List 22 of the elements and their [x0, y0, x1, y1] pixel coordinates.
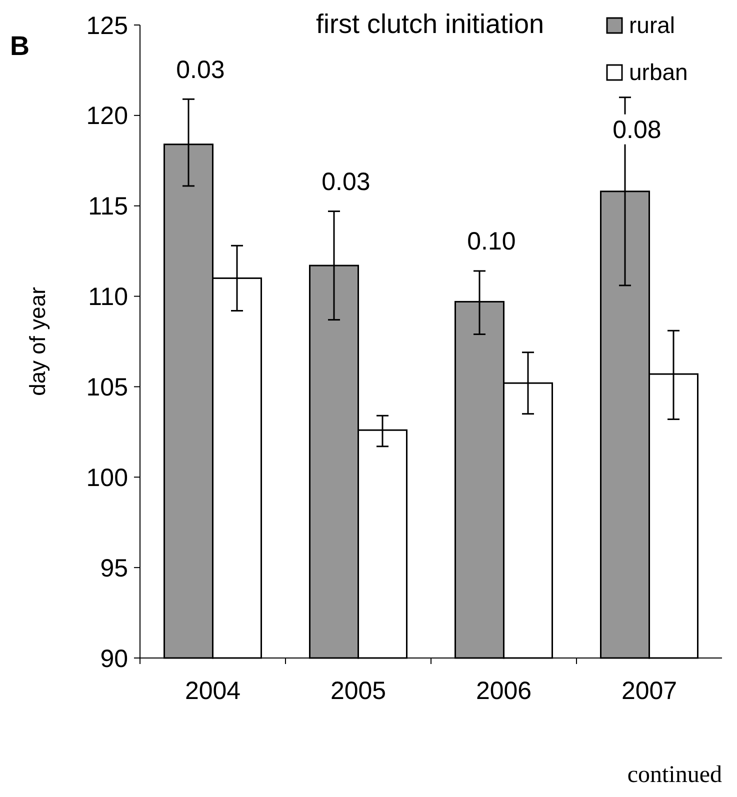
y-tick-label: 90 [100, 644, 128, 673]
y-tick-label: 110 [88, 283, 128, 312]
y-tick-label: 105 [86, 373, 128, 402]
legend-label: rural [629, 12, 676, 38]
text: continued [627, 762, 722, 788]
y-tick-label: 125 [86, 12, 128, 40]
y-tick-label: 95 [100, 554, 128, 582]
legend-label: urban [629, 59, 688, 85]
annotation: 0.03 [176, 56, 225, 84]
chart-title: first clutch initiation [316, 9, 544, 39]
x-tick-label: 2006 [476, 677, 532, 705]
y-tick-label: 100 [86, 464, 128, 492]
annotation: 0.03 [322, 168, 370, 196]
x-tick-label: 2007 [621, 677, 678, 705]
y-axis-title: day of year [25, 287, 50, 396]
annotation: 0.10 [467, 228, 516, 256]
y-tick-label: 115 [88, 192, 128, 221]
x-tick-label: 2005 [330, 677, 386, 705]
x-tick-label: 2004 [184, 677, 241, 705]
annotation: 0.08 [612, 116, 662, 144]
text: B [10, 31, 30, 61]
y-tick-label: 120 [86, 102, 128, 130]
